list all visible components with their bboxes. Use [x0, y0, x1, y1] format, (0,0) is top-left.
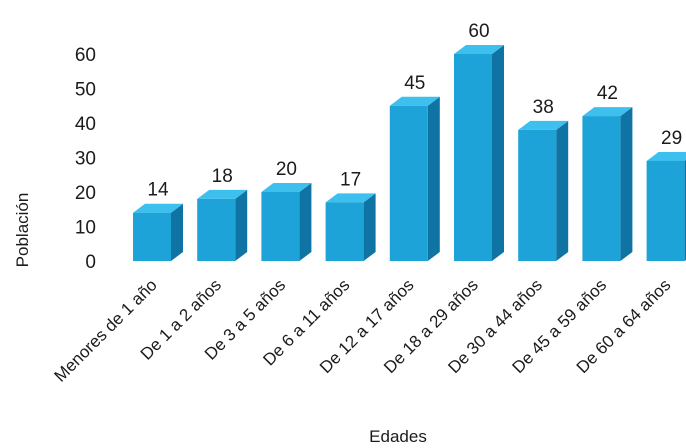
- bar-front-face: [197, 198, 236, 261]
- bar-side-face: [620, 107, 633, 261]
- bar-side-face: [235, 189, 248, 261]
- y-tick-label: 30: [75, 149, 96, 170]
- bar-front-face: [133, 212, 171, 261]
- bar-top-face: [133, 203, 183, 213]
- bar-front-face: [454, 54, 492, 261]
- data-labels: 14 18 20 17 45 60 38 42 29: [147, 21, 682, 201]
- data-label: 60: [468, 21, 489, 42]
- bar-front-face: [582, 116, 621, 261]
- y-tick-label: 0: [85, 252, 96, 273]
- x-axis-title: Edades: [369, 427, 427, 446]
- data-label: 45: [404, 73, 425, 94]
- y-tick-label: 40: [75, 114, 96, 135]
- data-label: 20: [276, 159, 297, 180]
- bar-series: [133, 45, 686, 262]
- y-axis-title: Población: [13, 193, 32, 268]
- data-label: 29: [661, 128, 682, 149]
- bar-side-face: [492, 45, 504, 261]
- bar-side-face: [299, 183, 312, 261]
- bar: [261, 183, 312, 261]
- bar-side-face: [427, 96, 440, 261]
- bar: [325, 193, 376, 261]
- bar-side-face: [363, 193, 376, 261]
- bar: [389, 96, 440, 261]
- bar-front-face: [518, 129, 557, 261]
- bar-front-face: [261, 192, 300, 261]
- bar-side-face: [171, 203, 183, 261]
- bar-side-face: [556, 120, 569, 262]
- bar: [454, 45, 504, 261]
- data-label: 42: [597, 83, 618, 104]
- bar: [518, 120, 569, 262]
- data-label: 17: [340, 169, 361, 190]
- data-label: 14: [147, 180, 169, 201]
- bar-top-face: [261, 183, 312, 192]
- x-category-label: Menores de 1 año: [50, 275, 160, 385]
- y-tick-label: 20: [75, 183, 96, 204]
- bar: [646, 151, 686, 261]
- data-label: 18: [212, 166, 233, 187]
- y-axis-ticks: 0 10 20 30 40 50 60: [75, 45, 96, 273]
- y-tick-label: 50: [75, 80, 96, 101]
- bar: [133, 203, 183, 261]
- bar-top-face: [197, 189, 248, 199]
- bar: [582, 107, 633, 261]
- data-label: 38: [533, 97, 554, 118]
- bar-front-face: [646, 160, 685, 261]
- y-tick-label: 10: [75, 218, 96, 239]
- bar-front-face: [389, 105, 428, 261]
- bar-top-face: [389, 96, 440, 106]
- bar-top-face: [646, 151, 686, 161]
- y-tick-label: 60: [75, 45, 96, 66]
- bar-front-face: [325, 202, 364, 261]
- bar-top-face: [325, 193, 376, 203]
- bar-top-face: [454, 45, 504, 54]
- bar-top-face: [518, 120, 569, 130]
- bar-top-face: [582, 107, 633, 117]
- bar: [197, 189, 248, 261]
